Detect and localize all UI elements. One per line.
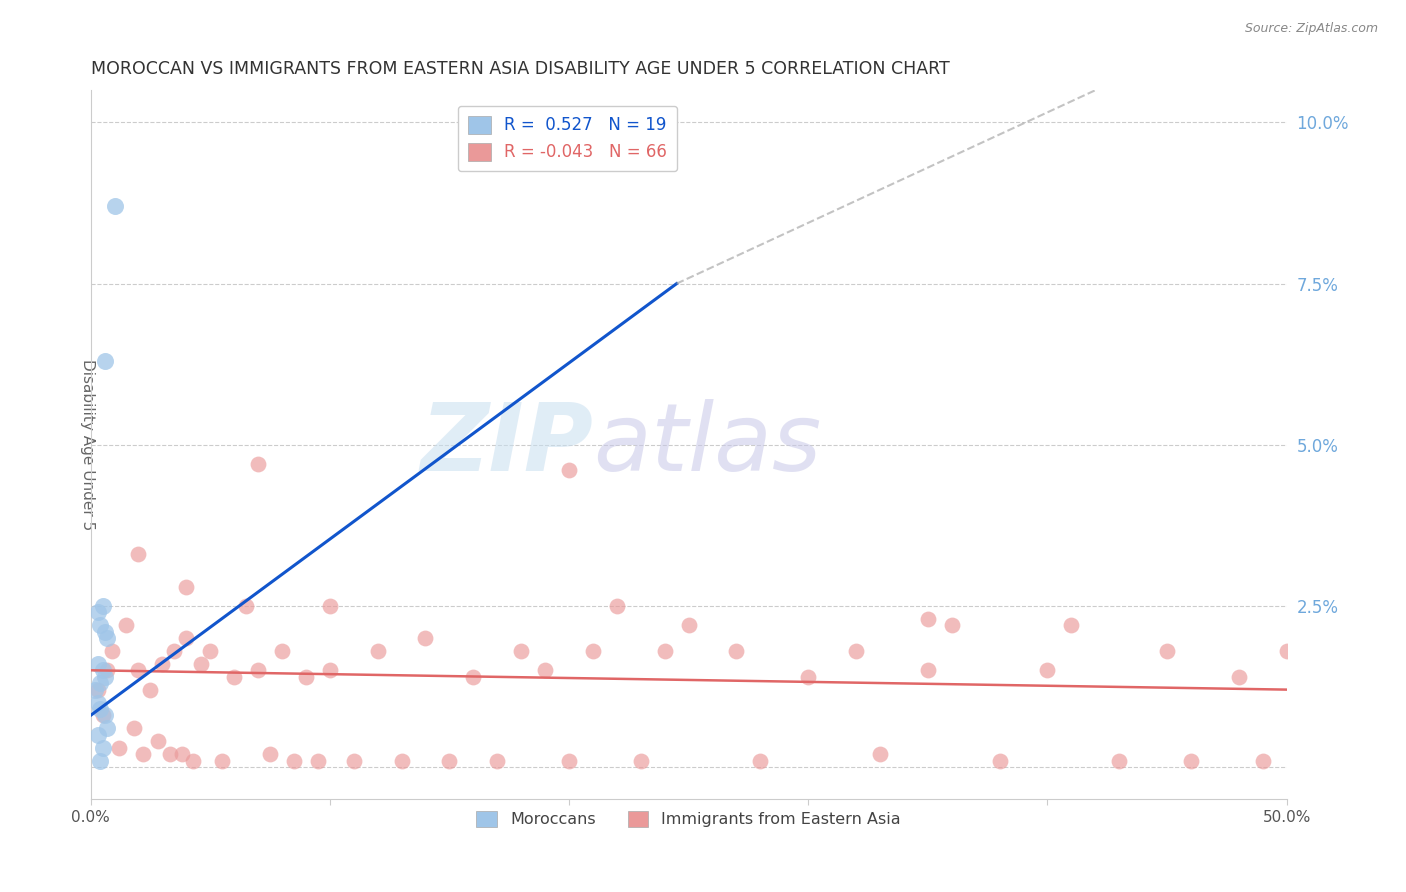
Point <box>174 580 197 594</box>
Point <box>725 644 748 658</box>
Point <box>247 457 270 471</box>
Point <box>319 663 342 677</box>
Point <box>988 754 1011 768</box>
Point <box>486 754 509 768</box>
Point <box>94 354 117 368</box>
Point <box>749 754 772 768</box>
Point <box>94 624 117 639</box>
Point <box>127 547 149 561</box>
Point <box>283 754 305 768</box>
Point <box>606 599 628 613</box>
Point <box>319 599 342 613</box>
Point <box>146 734 169 748</box>
Point <box>103 199 125 213</box>
Point <box>91 663 114 677</box>
Point <box>558 463 581 477</box>
Point <box>367 644 389 658</box>
Point <box>122 721 145 735</box>
Point <box>89 754 111 768</box>
Point <box>224 670 246 684</box>
Point <box>159 747 181 761</box>
Point <box>1036 663 1059 677</box>
Point <box>558 754 581 768</box>
Point <box>89 702 111 716</box>
Point <box>170 747 193 761</box>
Point <box>183 754 205 768</box>
Text: Source: ZipAtlas.com: Source: ZipAtlas.com <box>1244 22 1378 36</box>
Point <box>463 670 485 684</box>
Point <box>1180 754 1202 768</box>
Point <box>101 644 124 658</box>
Legend: Moroccans, Immigrants from Eastern Asia: Moroccans, Immigrants from Eastern Asia <box>470 805 907 834</box>
Y-axis label: Disability Age Under 5: Disability Age Under 5 <box>80 359 94 531</box>
Point <box>127 663 149 677</box>
Point <box>1275 644 1298 658</box>
Point <box>94 670 117 684</box>
Point <box>200 644 222 658</box>
Point <box>174 631 197 645</box>
Point <box>108 740 131 755</box>
Point <box>415 631 437 645</box>
Point <box>84 682 107 697</box>
Point <box>96 721 118 735</box>
Text: ZIP: ZIP <box>420 399 593 491</box>
Point <box>115 618 138 632</box>
Point <box>211 754 233 768</box>
Point <box>845 644 868 658</box>
Point <box>307 754 329 768</box>
Point <box>534 663 557 677</box>
Point <box>96 663 118 677</box>
Point <box>1251 754 1274 768</box>
Point <box>139 682 162 697</box>
Point <box>87 728 110 742</box>
Point <box>91 599 114 613</box>
Point <box>1227 670 1250 684</box>
Point <box>89 676 111 690</box>
Point <box>96 631 118 645</box>
Point <box>797 670 820 684</box>
Point <box>94 708 117 723</box>
Point <box>630 754 652 768</box>
Point <box>1156 644 1178 658</box>
Point <box>295 670 318 684</box>
Point <box>654 644 676 658</box>
Point <box>678 618 700 632</box>
Point <box>917 612 939 626</box>
Point <box>87 696 110 710</box>
Text: atlas: atlas <box>593 400 821 491</box>
Point <box>132 747 155 761</box>
Point <box>259 747 281 761</box>
Point <box>271 644 294 658</box>
Point <box>87 682 110 697</box>
Point <box>941 618 963 632</box>
Point <box>87 657 110 671</box>
Point <box>91 708 114 723</box>
Point <box>91 740 114 755</box>
Point <box>235 599 257 613</box>
Point <box>150 657 173 671</box>
Point <box>917 663 939 677</box>
Point <box>1108 754 1130 768</box>
Point <box>582 644 605 658</box>
Point <box>1060 618 1083 632</box>
Point <box>391 754 413 768</box>
Point <box>89 618 111 632</box>
Point <box>87 605 110 619</box>
Point <box>163 644 186 658</box>
Point <box>869 747 891 761</box>
Point <box>247 663 270 677</box>
Point <box>439 754 461 768</box>
Point <box>190 657 212 671</box>
Point <box>510 644 533 658</box>
Text: MOROCCAN VS IMMIGRANTS FROM EASTERN ASIA DISABILITY AGE UNDER 5 CORRELATION CHAR: MOROCCAN VS IMMIGRANTS FROM EASTERN ASIA… <box>90 60 949 78</box>
Point <box>343 754 366 768</box>
